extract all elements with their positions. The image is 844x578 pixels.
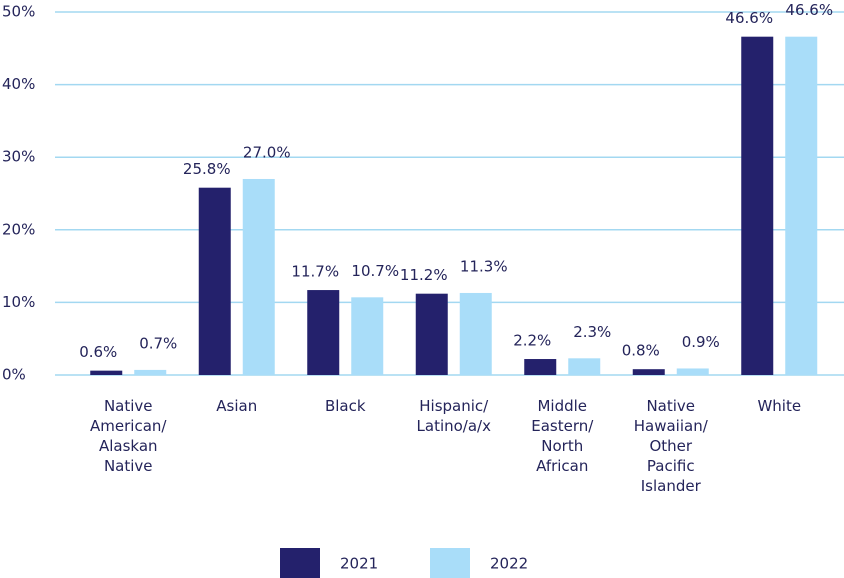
bar [198,187,231,375]
value-label: 2.2% [513,332,551,350]
y-tick-label: 0% [2,366,26,384]
value-label: 46.6% [785,1,833,19]
legend-swatch [430,548,470,578]
bar [785,36,818,376]
value-label: 0.6% [79,343,117,361]
bar [134,369,167,375]
value-label: 11.2% [400,266,448,284]
bar [351,297,384,375]
value-label: 11.7% [291,263,339,281]
x-tick-label: Asian [216,397,258,415]
x-tick-label: Black [324,397,366,415]
value-label: 10.7% [351,262,399,280]
value-label: 0.7% [139,334,177,352]
y-tick-label: 30% [2,148,35,166]
y-tick-label: 50% [2,3,35,21]
x-tick-label: White [757,397,802,415]
bar [524,359,557,375]
legend-swatch [280,548,320,578]
y-tick-label: 40% [2,75,35,93]
bar [415,293,448,375]
value-label: 46.6% [725,9,773,27]
bar [459,292,492,375]
value-label: 11.3% [460,257,508,275]
y-tick-label: 20% [2,220,35,238]
x-tick-label: Native Hawaiian/ Other Pacific Islander [633,397,708,495]
bar [632,369,665,375]
value-label: 2.3% [573,323,611,341]
bar [307,290,340,375]
value-label: 25.8% [183,160,231,178]
y-tick-label: 10% [2,293,35,311]
bar [568,358,601,375]
bar [242,178,275,375]
x-tick-label: Hispanic/ Latino/a/x [416,397,491,435]
value-label: 27.0% [243,143,291,161]
bar [676,368,709,375]
value-label: 0.9% [682,333,720,351]
x-tick-label: Middle Eastern/ North African [531,397,594,475]
bar [90,370,123,375]
bar [741,36,774,376]
legend-label: 2021 [340,555,378,573]
legend-label: 2022 [490,555,528,573]
x-tick-label: Native American/ Alaskan Native [90,397,167,475]
value-label: 0.8% [622,342,660,360]
